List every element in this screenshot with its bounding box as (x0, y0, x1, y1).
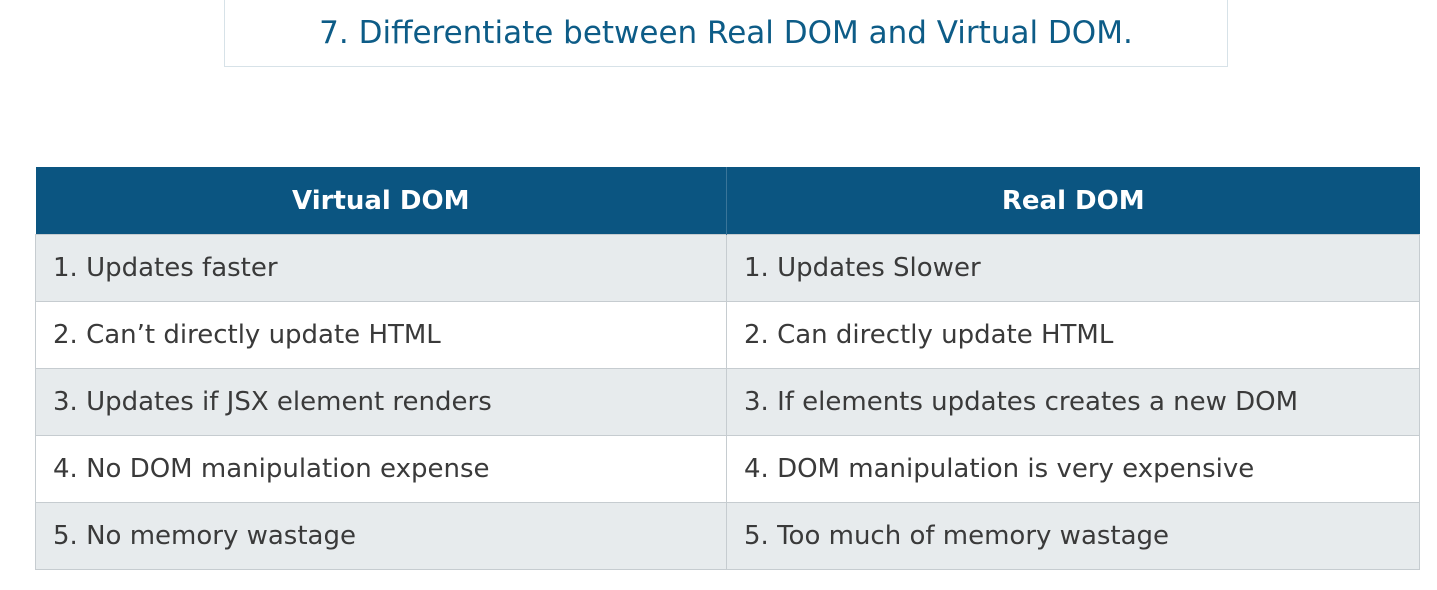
table-cell-real-dom: 2. Can directly update HTML (726, 301, 1420, 369)
table-cell-real-dom: 3. If elements updates creates a new DOM (726, 368, 1420, 436)
table-row: 3. Updates if JSX element renders 3. If … (35, 368, 1420, 436)
column-header-real-dom: Real DOM (726, 167, 1420, 235)
slide-title: 7. Differentiate between Real DOM and Vi… (319, 14, 1133, 51)
table-row: 2. Can’t directly update HTML 2. Can dir… (35, 301, 1420, 369)
table-cell-virtual-dom: 5. No memory wastage (35, 502, 727, 570)
column-header-virtual-dom: Virtual DOM (35, 167, 727, 235)
table-cell-virtual-dom: 4. No DOM manipulation expense (35, 435, 727, 503)
table-row: 5. No memory wastage 5. Too much of memo… (35, 502, 1420, 570)
table-cell-real-dom: 5. Too much of memory wastage (726, 502, 1420, 570)
table-cell-real-dom: 4. DOM manipulation is very expensive (726, 435, 1420, 503)
comparison-table: Virtual DOM Real DOM 1. Updates faster 1… (35, 167, 1420, 570)
table-header-row: Virtual DOM Real DOM (35, 167, 1420, 235)
table-row: 1. Updates faster 1. Updates Slower (35, 234, 1420, 302)
slide-title-box: 7. Differentiate between Real DOM and Vi… (224, 0, 1228, 67)
table-cell-virtual-dom: 3. Updates if JSX element renders (35, 368, 727, 436)
table-row: 4. No DOM manipulation expense 4. DOM ma… (35, 435, 1420, 503)
table-cell-virtual-dom: 2. Can’t directly update HTML (35, 301, 727, 369)
table-cell-virtual-dom: 1. Updates faster (35, 234, 727, 302)
table-cell-real-dom: 1. Updates Slower (726, 234, 1420, 302)
